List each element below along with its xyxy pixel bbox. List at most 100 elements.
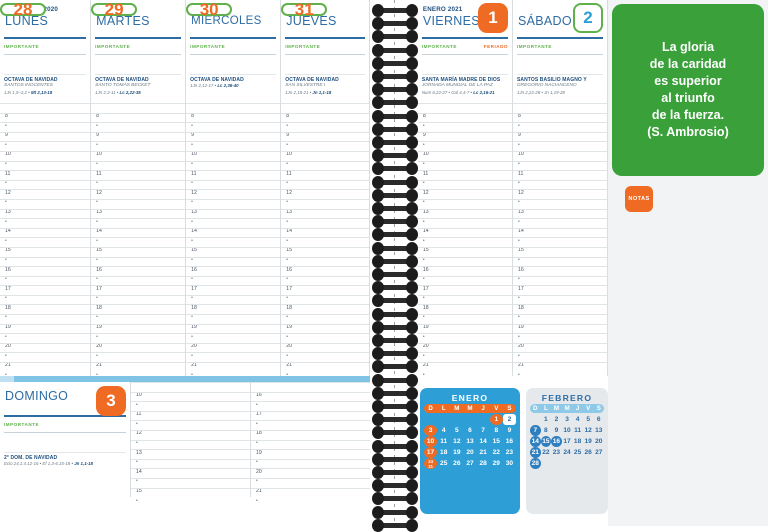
mini-day-cell[interactable]: 8: [494, 427, 499, 434]
hour-row[interactable]: 21: [512, 352, 608, 368]
mini-day-cell[interactable]: 20: [595, 438, 603, 445]
hour-row[interactable]: 13: [91, 198, 186, 215]
half-hour-row[interactable]: •: [0, 362, 91, 378]
half-hour-row[interactable]: •: [91, 170, 186, 186]
hour-row[interactable]: 20: [281, 333, 370, 349]
half-hour-row[interactable]: •: [417, 208, 512, 225]
half-hour-row[interactable]: •: [417, 304, 512, 320]
mini-day-cell[interactable]: [424, 414, 437, 425]
half-hour-row[interactable]: •: [512, 362, 608, 378]
half-hour-row[interactable]: •: [91, 323, 186, 340]
half-hour-row[interactable]: •: [186, 304, 281, 320]
hour-row[interactable]: 19: [281, 314, 370, 330]
hour-row[interactable]: 18: [91, 294, 186, 311]
half-hour-row[interactable]: •: [281, 112, 370, 129]
hour-row[interactable]: 9: [91, 122, 186, 138]
mini-day-cell[interactable]: 10: [563, 427, 571, 434]
half-hour-row[interactable]: •: [186, 170, 281, 186]
half-hour-row[interactable]: •: [281, 285, 370, 301]
mini-day-cell[interactable]: 24: [563, 449, 571, 456]
half-hour-row[interactable]: •: [131, 410, 250, 427]
hour-row[interactable]: 13: [512, 198, 608, 215]
half-hour-row[interactable]: •: [91, 342, 186, 359]
hour-row[interactable]: 17: [281, 275, 370, 292]
mini-day-cell[interactable]: 21: [479, 449, 487, 456]
hour-row[interactable]: 18: [186, 294, 281, 311]
hour-row[interactable]: 16: [186, 256, 281, 273]
half-hour-row[interactable]: •: [91, 112, 186, 129]
hour-row[interactable]: 17: [186, 275, 281, 292]
half-hour-row[interactable]: •: [0, 189, 91, 205]
half-hour-row[interactable]: •: [512, 170, 608, 186]
day-number[interactable]: 2: [573, 3, 604, 33]
half-hour-row[interactable]: •: [251, 429, 370, 446]
mini-day-cell[interactable]: 26: [453, 460, 461, 467]
half-hour-row[interactable]: •: [0, 150, 91, 167]
half-hour-row[interactable]: •: [512, 131, 608, 148]
mini-day-cell[interactable]: 12: [584, 427, 592, 434]
mini-day-cell[interactable]: 16: [505, 438, 514, 445]
half-hour-row[interactable]: •: [281, 170, 370, 186]
hour-row[interactable]: 18: [251, 420, 370, 436]
mini-day-cell[interactable]: 4: [441, 427, 446, 434]
note-area[interactable]: [421, 55, 508, 75]
mini-day-cell[interactable]: [572, 458, 583, 469]
half-hour-row[interactable]: •: [251, 391, 370, 408]
mini-day-cell[interactable]: 9: [554, 427, 559, 434]
mini-day-cell[interactable]: 20: [466, 449, 474, 456]
half-hour-row[interactable]: •: [281, 131, 370, 148]
half-hour-row[interactable]: •: [0, 208, 91, 225]
mini-day-cell[interactable]: 2: [502, 414, 516, 425]
mini-day-cell[interactable]: 2: [554, 416, 559, 423]
hour-row[interactable]: 10: [0, 141, 91, 157]
hour-row[interactable]: 20: [186, 333, 281, 349]
hour-row[interactable]: 9: [0, 122, 91, 138]
hour-row[interactable]: 14: [0, 218, 91, 234]
hour-row[interactable]: 16: [91, 256, 186, 273]
half-hour-row[interactable]: •: [417, 246, 512, 263]
hour-row[interactable]: 14: [512, 218, 608, 234]
hour-row[interactable]: 14: [417, 218, 512, 234]
half-hour-row[interactable]: •: [281, 208, 370, 225]
hour-row[interactable]: 10: [186, 141, 281, 157]
half-hour-row[interactable]: •: [186, 362, 281, 378]
sunday-note-area[interactable]: [4, 433, 126, 453]
half-hour-row[interactable]: •: [417, 227, 512, 244]
mini-day-cell[interactable]: 27: [595, 449, 603, 456]
hour-row[interactable]: 11: [131, 401, 250, 417]
hour-row[interactable]: 9: [281, 122, 370, 138]
half-hour-row[interactable]: •: [512, 150, 608, 167]
half-hour-row[interactable]: •: [512, 266, 608, 282]
day-number[interactable]: 1: [477, 3, 508, 33]
half-hour-row[interactable]: •: [0, 170, 91, 186]
mini-day-cell[interactable]: 30: [505, 460, 514, 467]
mini-day-cell[interactable]: [450, 414, 463, 425]
hour-row[interactable]: 12: [512, 179, 608, 196]
hour-row[interactable]: 19: [0, 314, 91, 330]
hour-row[interactable]: 8: [91, 103, 186, 119]
half-hour-row[interactable]: •: [131, 429, 250, 446]
half-hour-row[interactable]: •: [186, 246, 281, 263]
half-hour-row[interactable]: •: [91, 150, 186, 167]
hour-row[interactable]: 9: [512, 122, 608, 138]
hour-row[interactable]: 20: [251, 458, 370, 475]
hour-row[interactable]: 10: [281, 141, 370, 157]
hour-row[interactable]: 18: [0, 294, 91, 311]
mini-day-cell[interactable]: 27: [466, 460, 474, 467]
half-hour-row[interactable]: •: [512, 304, 608, 320]
hour-row[interactable]: 11: [417, 160, 512, 177]
mini-day-cell[interactable]: 4: [575, 416, 580, 423]
hour-row[interactable]: 19: [512, 314, 608, 330]
note-area[interactable]: [285, 55, 366, 75]
half-hour-row[interactable]: •: [512, 227, 608, 244]
half-hour-row[interactable]: •: [281, 246, 370, 263]
hour-row[interactable]: 15: [186, 237, 281, 253]
half-hour-row[interactable]: •: [417, 323, 512, 340]
half-hour-row[interactable]: •: [186, 285, 281, 301]
hour-row[interactable]: 15: [281, 237, 370, 253]
mini-day-cell[interactable]: 28: [530, 458, 541, 469]
mini-day-cell[interactable]: 5: [455, 427, 459, 434]
mini-day-cell[interactable]: 29: [492, 460, 500, 467]
note-area[interactable]: [95, 55, 182, 75]
hour-row[interactable]: 17: [417, 275, 512, 292]
